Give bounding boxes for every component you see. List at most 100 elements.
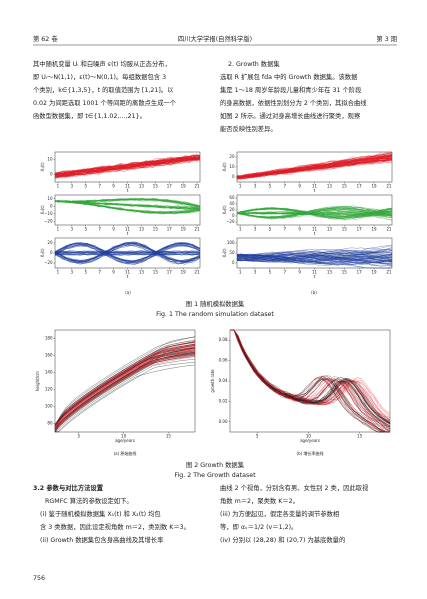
curve [54, 249, 201, 253]
x-axis-label: t [127, 188, 129, 193]
x-axis-label: t [314, 188, 316, 193]
curve [55, 251, 201, 254]
y-tick-label: 10 [47, 157, 53, 162]
paragraph-line: 等，即 αᵥ＝1/2 (v＝1,2)。 [220, 522, 297, 531]
curve [54, 347, 196, 427]
x-tick-label: 1 [239, 270, 242, 275]
y-axis-label: X₁(t) [40, 205, 45, 214]
x-tick-label: 19 [371, 270, 377, 275]
x-axis-label: age/years [115, 438, 135, 443]
y-axis-label: X₂(t) [222, 248, 227, 257]
x-tick-label: 17 [167, 270, 173, 275]
x-tick-label: 17 [357, 270, 363, 275]
paragraph-line: 如图 2 所示。通过对身高增长曲线进行聚类，观察 [220, 111, 361, 120]
x-tick-label: 11 [312, 270, 318, 275]
x-tick-label: 13 [327, 184, 333, 189]
x-tick-label: 15 [342, 184, 348, 189]
curve [54, 342, 196, 427]
y-tick-label: 120 [45, 387, 53, 392]
paragraph-line: (iii) 为方便起见，假定各变量的调节参数相 [220, 509, 339, 518]
curve [54, 364, 196, 433]
x-tick-label: 17 [167, 184, 173, 189]
curve [236, 208, 393, 220]
curve [54, 251, 201, 254]
y-tick-label: 50 [229, 250, 235, 255]
x-tick-label: 5 [269, 184, 272, 189]
curve [230, 329, 390, 433]
curve [54, 354, 196, 431]
paragraph-line: 含 3 类数据，因此设定视角数 m＝2，类别数 K＝3。 [40, 522, 190, 531]
x-tick-label: 3 [71, 270, 74, 275]
curve [230, 329, 391, 424]
x-tick-label: 7 [283, 270, 286, 275]
x-tick-label: 21 [195, 270, 201, 275]
curve [236, 255, 393, 266]
curve [236, 253, 393, 261]
y-tick-label: 0.00 [219, 419, 228, 424]
curve [54, 245, 201, 265]
y-tick-label: 140 [45, 370, 53, 375]
paragraph-line: 角数 m＝2，聚类数 K＝2。 [220, 496, 299, 505]
curve [230, 329, 391, 419]
paragraph-line: 即 Uᵢ～N(1,1)，ε(t)～N(0,1)。每组数据包含 3 [33, 72, 166, 81]
x-tick-label: 11 [125, 270, 131, 275]
x-tick-label: 19 [181, 227, 187, 232]
y-tick-label: 0.04 [219, 378, 228, 383]
sublabel: (a) [125, 290, 131, 295]
x-tick-label: 9 [112, 270, 115, 275]
curve [54, 356, 196, 432]
y-tick-label: 20 [47, 240, 53, 245]
y-tick-label: 40 [229, 201, 235, 206]
x-tick-label: 21 [386, 227, 392, 232]
curve [54, 244, 201, 265]
curve [54, 341, 196, 426]
curve [230, 329, 391, 424]
x-tick-label: 7 [283, 227, 286, 232]
y-tick-label: 10 [229, 164, 235, 169]
y-tick-label: 10 [47, 196, 53, 201]
sublabel: (b) [311, 290, 317, 295]
curve [54, 356, 196, 433]
curve [236, 151, 393, 177]
x-tick-label: 11 [125, 184, 131, 189]
curve [54, 350, 196, 429]
x-tick-label: 5 [84, 184, 87, 189]
x-tick-label: 15 [153, 184, 159, 189]
curve [54, 241, 201, 261]
y-tick-label: 160 [45, 353, 53, 358]
curve [54, 159, 201, 179]
x-tick-label: 11 [125, 227, 131, 232]
curve [236, 155, 393, 178]
paragraph-line: (iv) 分别以 (28,28) 和 (20,7) 为基底数量的 [220, 535, 345, 544]
curve [236, 257, 392, 269]
x-tick-label: 3 [254, 184, 257, 189]
y-axis-label: X₁(t) [40, 248, 45, 257]
curve [236, 254, 393, 263]
y-tick-label: 0 [50, 250, 53, 255]
y-tick-label: 20 [229, 154, 235, 159]
x-tick-label: 5 [84, 270, 87, 275]
curve [54, 351, 196, 430]
y-tick-label: 100 [227, 240, 235, 245]
x-tick-label: 10 [306, 434, 312, 439]
issue: 第 3 期 [376, 34, 397, 43]
x-tick-label: 9 [112, 184, 115, 189]
y-axis-label: X₂(t) [222, 162, 227, 171]
x-tick-label: 17 [167, 227, 173, 232]
curve [54, 200, 201, 209]
x-tick-label: 13 [139, 184, 145, 189]
curve [54, 198, 201, 207]
x-tick-label: 9 [298, 184, 301, 189]
curve [236, 257, 393, 267]
x-tick-label: 5 [269, 227, 272, 232]
curve [54, 197, 201, 207]
y-tick-label: 0.08 [219, 337, 228, 342]
y-tick-label: 20 [229, 207, 235, 212]
paragraph-line: (ii) Growth 数据集包含身高曲线及其增长率 [40, 535, 163, 544]
curve [236, 209, 393, 214]
curve [236, 154, 393, 178]
x-tick-label: 11 [312, 227, 318, 232]
curve [54, 359, 196, 433]
